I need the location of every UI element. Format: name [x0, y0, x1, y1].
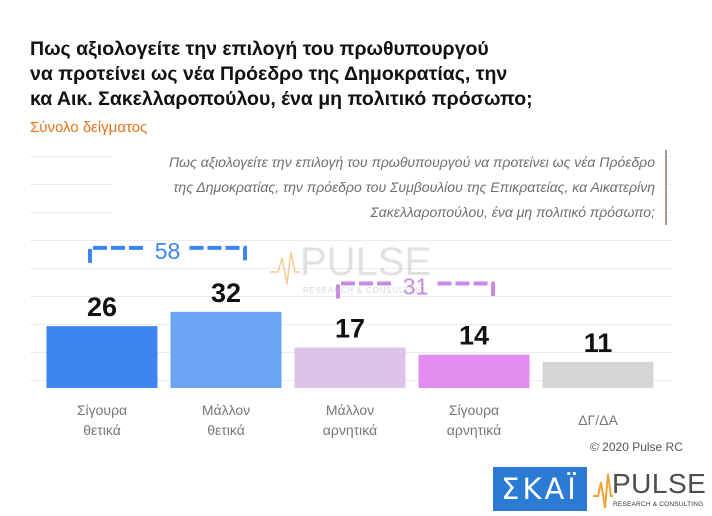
bracket-left-segment	[88, 245, 146, 263]
group-total-bracket: 58	[88, 238, 247, 264]
value-label: 14	[459, 321, 489, 351]
copyright-credit: © 2020 Pulse RC	[590, 440, 683, 454]
bar-3	[294, 347, 406, 388]
pulse-logo: PULSE RESEARCH & CONSULTING	[593, 468, 709, 512]
category-label: ΔΓ/ΔΑ	[578, 412, 618, 428]
chart-title: Πως αξιολογείτε την επιλογή του πρωθυπου…	[30, 38, 533, 110]
skai-logo-text: ΣΚΑΪ	[501, 472, 579, 506]
bar-1	[46, 326, 158, 388]
bar-5	[542, 361, 654, 388]
value-label: 17	[335, 314, 365, 344]
bracket-right-segment	[437, 281, 495, 299]
value-label: 32	[211, 278, 241, 308]
bracket-left-segment	[336, 281, 394, 299]
group-total-label: 58	[155, 238, 181, 264]
value-label: 26	[87, 292, 117, 322]
category-label: Μάλλον αρνητικά	[322, 402, 378, 438]
category-label: Σίγουρα θετικά	[76, 402, 128, 438]
group-total-bracket: 31	[336, 274, 495, 300]
pulse-heartbeat-icon	[593, 473, 613, 509]
bar-4	[418, 354, 530, 388]
chart-subtitle: Σύνολο δείγματος	[30, 119, 148, 136]
skai-logo: ΣΚΑΪ	[493, 467, 587, 511]
category-label: Σίγουρα αρνητικά	[446, 402, 502, 438]
group-total-label: 31	[403, 274, 429, 300]
bar-2	[170, 311, 282, 388]
category-label: Μάλλον θετικά	[201, 402, 251, 438]
value-label: 11	[584, 328, 613, 358]
survey-question: Πως αξιολογείτε την επιλογή του πρωθυπου…	[112, 150, 667, 225]
bracket-right-segment	[189, 245, 247, 263]
pulse-logo-word: PULSE	[612, 468, 707, 499]
pulse-logo-tagline: RESEARCH & CONSULTING	[613, 501, 704, 508]
